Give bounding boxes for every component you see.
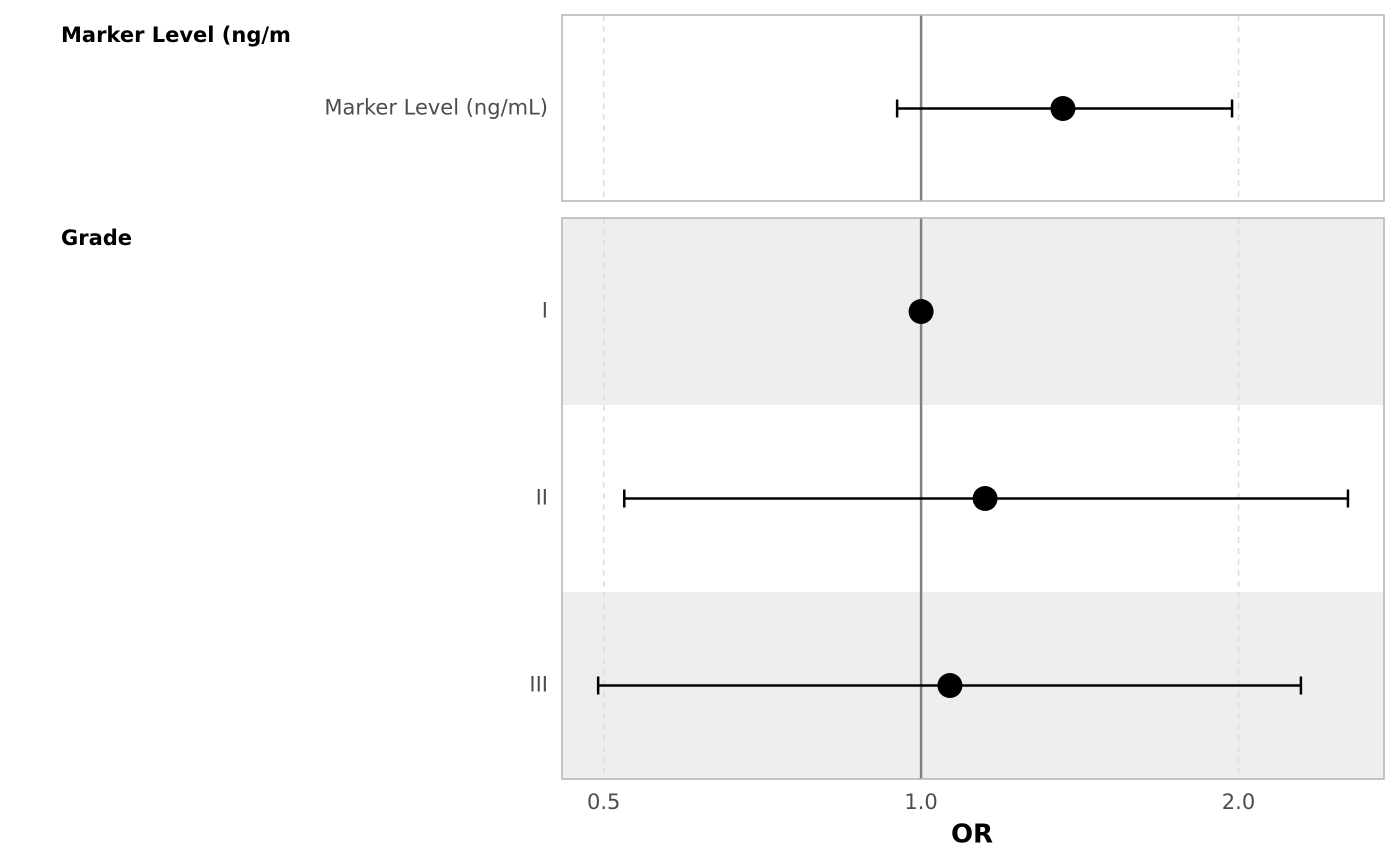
panel-border — [561, 14, 1385, 202]
x-tick-label: 1.0 — [904, 790, 937, 814]
point — [1050, 96, 1076, 121]
y-tick-label: III — [529, 673, 548, 697]
point — [908, 299, 934, 324]
group-title: Marker Level (ng/m — [61, 23, 291, 47]
point — [972, 486, 998, 511]
panel-border — [561, 217, 1385, 780]
row-band — [562, 218, 1384, 405]
group-title: Grade — [61, 226, 132, 250]
x-tick-label: 2.0 — [1222, 790, 1255, 814]
x-axis-title: OR — [951, 820, 993, 850]
y-tick-label: Marker Level (ng/mL) — [324, 96, 548, 120]
y-tick-label: II — [536, 486, 548, 510]
point — [937, 673, 963, 698]
y-tick-label: I — [542, 299, 548, 323]
x-tick-label: 0.5 — [587, 790, 620, 814]
